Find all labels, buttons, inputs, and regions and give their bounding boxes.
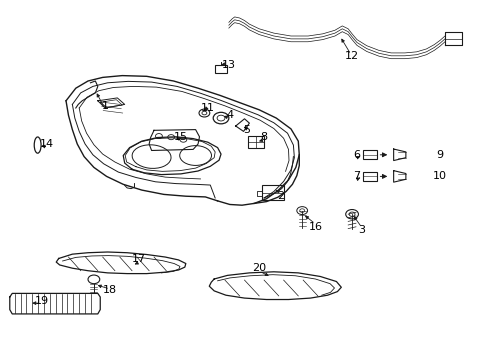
Text: 7: 7: [353, 171, 360, 181]
Text: 18: 18: [103, 285, 117, 295]
Text: 15: 15: [174, 132, 187, 142]
Text: 2: 2: [277, 191, 284, 201]
Text: 20: 20: [252, 263, 265, 273]
Text: 8: 8: [260, 132, 267, 142]
Text: 3: 3: [358, 225, 365, 235]
Text: 17: 17: [132, 254, 146, 264]
Text: 5: 5: [243, 125, 250, 135]
Text: 4: 4: [226, 110, 233, 120]
Text: 16: 16: [308, 222, 322, 232]
Text: 13: 13: [222, 60, 235, 70]
Text: 19: 19: [35, 296, 48, 306]
Text: 9: 9: [436, 150, 443, 160]
Text: 12: 12: [345, 51, 358, 61]
Text: 6: 6: [353, 150, 360, 160]
Text: 10: 10: [432, 171, 446, 181]
Text: 11: 11: [201, 103, 214, 113]
Text: 1: 1: [102, 101, 108, 111]
Text: 14: 14: [40, 139, 53, 149]
